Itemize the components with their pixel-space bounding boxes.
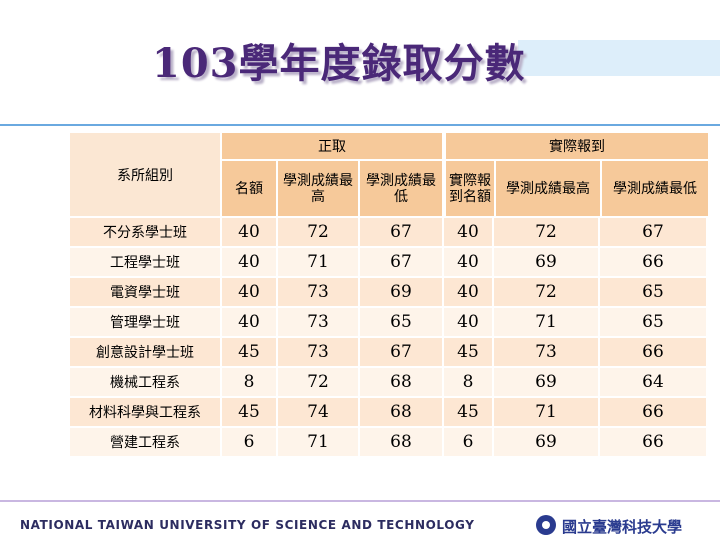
cell-admit-max: 73 xyxy=(278,278,358,306)
cell-enrolled-max: 69 xyxy=(494,368,598,396)
table-row: 機械工程系 8 72 68 8 69 64 xyxy=(70,368,708,396)
cell-admit-min: 68 xyxy=(360,398,442,426)
cell-enrolled-quota: 40 xyxy=(444,308,492,336)
cell-admit-max: 71 xyxy=(278,248,358,276)
col-header-admit-min: 學測成績最低 xyxy=(360,161,442,216)
cell-quota: 40 xyxy=(222,278,276,306)
cell-admit-max: 73 xyxy=(278,308,358,336)
dept-name: 工程學士班 xyxy=(70,248,220,276)
cell-quota: 45 xyxy=(222,398,276,426)
cell-enrolled-max: 69 xyxy=(494,248,598,276)
table-row: 創意設計學士班 45 73 67 45 73 66 xyxy=(70,338,708,366)
dept-name: 機械工程系 xyxy=(70,368,220,396)
dept-name: 營建工程系 xyxy=(70,428,220,456)
cell-enrolled-min: 65 xyxy=(600,278,706,306)
dept-column-header: 系所組別 xyxy=(70,133,220,216)
university-name-cn: 國立臺灣科技大學 xyxy=(562,518,683,536)
footer-divider xyxy=(0,500,720,502)
cell-enrolled-max: 69 xyxy=(494,428,598,456)
cell-admit-max: 72 xyxy=(278,218,358,246)
cell-admit-min: 67 xyxy=(360,338,442,366)
cell-admit-min: 68 xyxy=(360,428,442,456)
cell-enrolled-quota: 6 xyxy=(444,428,492,456)
cell-admit-min: 69 xyxy=(360,278,442,306)
cell-quota: 6 xyxy=(222,428,276,456)
dept-name: 管理學士班 xyxy=(70,308,220,336)
cell-enrolled-quota: 40 xyxy=(444,218,492,246)
title-accent-bar xyxy=(518,40,720,76)
header-divider xyxy=(0,124,720,126)
cell-enrolled-min: 66 xyxy=(600,398,706,426)
dept-name: 材料科學與工程系 xyxy=(70,398,220,426)
cell-admit-min: 68 xyxy=(360,368,442,396)
cell-enrolled-max: 72 xyxy=(494,278,598,306)
score-table-body: 不分系學士班 40 72 67 40 72 67 工程學士班 40 71 67 … xyxy=(70,218,708,458)
cell-admit-max: 74 xyxy=(278,398,358,426)
table-row: 管理學士班 40 73 65 40 71 65 xyxy=(70,308,708,336)
cell-enrolled-min: 66 xyxy=(600,428,706,456)
cell-enrolled-min: 66 xyxy=(600,338,706,366)
dept-name: 電資學士班 xyxy=(70,278,220,306)
col-header-enrolled-max: 學測成績最高 xyxy=(496,161,600,216)
page-title: 103學年度錄取分數 xyxy=(152,40,526,87)
table-row: 工程學士班 40 71 67 40 69 66 xyxy=(70,248,708,276)
cell-quota: 8 xyxy=(222,368,276,396)
cell-admit-min: 67 xyxy=(360,248,442,276)
group-header-enrolled: 實際報到 xyxy=(446,133,708,159)
university-seal-icon xyxy=(536,515,556,535)
table-row: 材料科學與工程系 45 74 68 45 71 66 xyxy=(70,398,708,426)
cell-enrolled-min: 67 xyxy=(600,218,706,246)
cell-admit-min: 65 xyxy=(360,308,442,336)
cell-enrolled-quota: 40 xyxy=(444,248,492,276)
cell-admit-max: 71 xyxy=(278,428,358,456)
cell-enrolled-quota: 45 xyxy=(444,398,492,426)
cell-enrolled-max: 72 xyxy=(494,218,598,246)
cell-admit-max: 73 xyxy=(278,338,358,366)
cell-quota: 40 xyxy=(222,308,276,336)
cell-quota: 45 xyxy=(222,338,276,366)
col-header-enrolled-quota: 實際報到名額 xyxy=(446,161,494,216)
cell-enrolled-min: 65 xyxy=(600,308,706,336)
cell-quota: 40 xyxy=(222,218,276,246)
cell-enrolled-max: 71 xyxy=(494,398,598,426)
dept-name: 不分系學士班 xyxy=(70,218,220,246)
table-row: 營建工程系 6 71 68 6 69 66 xyxy=(70,428,708,456)
cell-enrolled-quota: 8 xyxy=(444,368,492,396)
university-name-en: NATIONAL TAIWAN UNIVERSITY OF SCIENCE AN… xyxy=(20,518,475,532)
table-row: 不分系學士班 40 72 67 40 72 67 xyxy=(70,218,708,246)
cell-enrolled-quota: 45 xyxy=(444,338,492,366)
cell-admit-min: 67 xyxy=(360,218,442,246)
cell-enrolled-quota: 40 xyxy=(444,278,492,306)
col-header-admit-max: 學測成績最高 xyxy=(278,161,358,216)
cell-admit-max: 72 xyxy=(278,368,358,396)
col-header-quota: 名額 xyxy=(222,161,276,216)
col-header-enrolled-min: 學測成績最低 xyxy=(602,161,708,216)
group-header-admitted: 正取 xyxy=(222,133,442,159)
cell-enrolled-min: 64 xyxy=(600,368,706,396)
cell-enrolled-max: 71 xyxy=(494,308,598,336)
cell-enrolled-min: 66 xyxy=(600,248,706,276)
dept-name: 創意設計學士班 xyxy=(70,338,220,366)
cell-quota: 40 xyxy=(222,248,276,276)
table-row: 電資學士班 40 73 69 40 72 65 xyxy=(70,278,708,306)
cell-enrolled-max: 73 xyxy=(494,338,598,366)
